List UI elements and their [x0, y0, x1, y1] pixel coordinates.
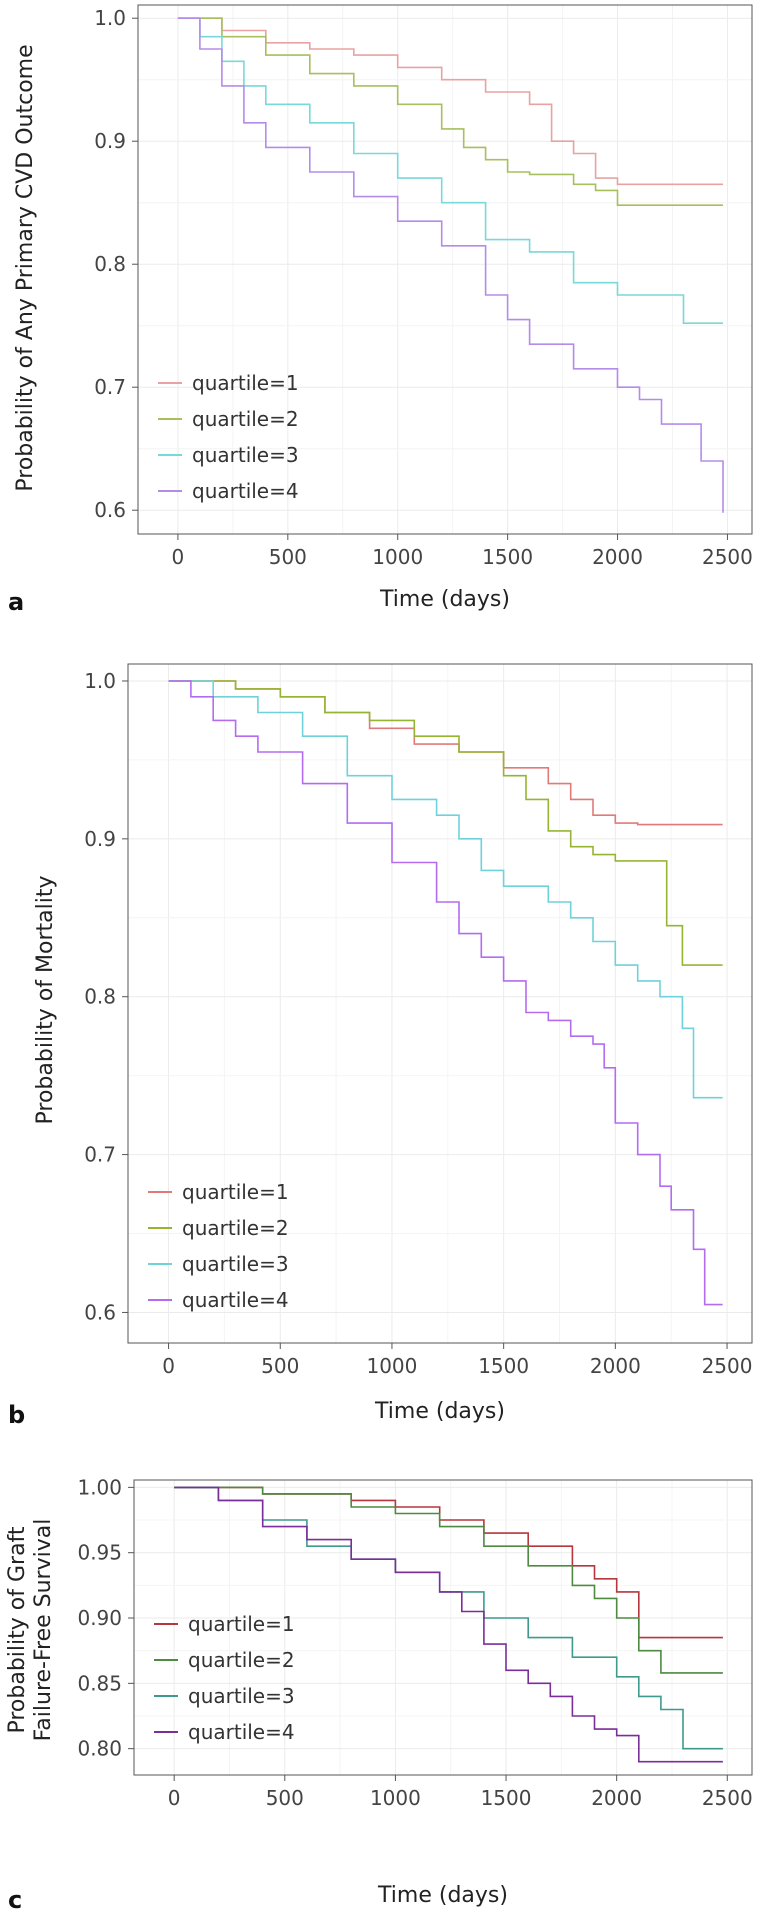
- x-axis-label: Time (days): [374, 1399, 505, 1424]
- y-axis-label-line: Probability of Graft: [5, 1526, 30, 1733]
- legend-label: quartile=3: [192, 443, 299, 467]
- y-axis-label: Probability of Any Primary CVD Outcome: [13, 44, 38, 491]
- legend-label: quartile=2: [182, 1216, 289, 1240]
- series-line-quartile-4: [168, 680, 723, 1306]
- x-axis-label: Time (days): [379, 587, 510, 612]
- x-tick-label: 1000: [370, 1786, 421, 1810]
- x-tick-label: 2500: [702, 545, 753, 569]
- x-tick-label: 2000: [591, 1786, 642, 1810]
- y-tick-label: 1.0: [84, 669, 116, 693]
- series-line-quartile-2: [177, 17, 723, 206]
- x-tick-label: 0: [162, 1354, 175, 1378]
- y-tick-label: 0.8: [84, 985, 116, 1009]
- x-tick-label: 500: [269, 545, 307, 569]
- series-line-quartile-2: [174, 1486, 723, 1674]
- legend-label: quartile=2: [192, 407, 299, 431]
- series-line-quartile-4: [177, 17, 724, 513]
- x-tick-label: 2000: [592, 545, 643, 569]
- chart-panel-c: 0 500 1000 1500 2000 2500 0.80 0.85 0.90 0.95 1.00…: [5, 1475, 753, 1914]
- legend-label: quartile=4: [192, 479, 299, 503]
- y-tick-label: 0.8: [94, 252, 126, 276]
- chart-panel-a: 0 500 1000 1500 2000 2500 0.6 0.7 0.8 0.9 1.0 Time …: [8, 4, 753, 616]
- x-tick-label: 500: [266, 1786, 304, 1810]
- y-axis-label: Probability of Mortality: [33, 876, 58, 1125]
- x-tick-label: 0: [168, 1786, 181, 1810]
- series-line-quartile-4: [174, 1486, 723, 1763]
- plot-background: [128, 664, 752, 1343]
- plot-background: [138, 5, 752, 534]
- x-tick-label: 2500: [702, 1354, 753, 1378]
- x-tick-label: 2500: [702, 1786, 753, 1810]
- y-axis-label-line: Failure-Free Survival: [31, 1519, 56, 1742]
- x-tick-label: 1000: [372, 545, 423, 569]
- y-tick-label: 0.6: [84, 1300, 116, 1324]
- y-tick-label: 0.80: [77, 1737, 122, 1761]
- series-line-quartile-2: [168, 680, 723, 966]
- legend-label: quartile=1: [188, 1612, 295, 1636]
- chart-panel-b: 0 500 1000 1500 2000 2500 0.6 0.7 0.8 0.9 1.0 Time …: [8, 663, 753, 1429]
- y-tick-label: 0.6: [94, 498, 126, 522]
- panel-letter: a: [8, 588, 24, 616]
- legend-label: quartile=4: [182, 1288, 289, 1312]
- plot-background: [134, 1480, 752, 1775]
- x-axis-label: Time (days): [377, 1883, 508, 1908]
- y-tick-label: 0.9: [84, 827, 116, 851]
- legend-label: quartile=2: [188, 1648, 295, 1672]
- y-axis-label: Probability of GraftFailure-Free Surviva…: [5, 1519, 56, 1742]
- legend-label: quartile=3: [188, 1684, 295, 1708]
- plot-border: [133, 1479, 753, 1776]
- x-tick-label: 2000: [590, 1354, 641, 1378]
- panel-letter: b: [8, 1401, 25, 1429]
- legend-label: quartile=1: [192, 371, 299, 395]
- plot-border: [127, 663, 753, 1344]
- y-tick-label: 0.7: [84, 1143, 116, 1167]
- legend-label: quartile=4: [188, 1720, 295, 1744]
- plot-border: [137, 4, 753, 535]
- y-tick-label: 0.95: [77, 1541, 122, 1565]
- x-tick-label: 1500: [481, 1786, 532, 1810]
- x-tick-label: 1500: [482, 545, 533, 569]
- x-tick-label: 500: [261, 1354, 299, 1378]
- panel-letter: c: [8, 1886, 22, 1914]
- legend-label: quartile=3: [182, 1252, 289, 1276]
- y-tick-label: 0.9: [94, 129, 126, 153]
- x-tick-label: 1500: [478, 1354, 529, 1378]
- y-tick-label: 1.00: [77, 1475, 122, 1499]
- legend-label: quartile=1: [182, 1180, 289, 1204]
- series-line-quartile-3: [168, 680, 723, 1099]
- y-tick-label: 0.85: [77, 1671, 122, 1695]
- series-line-quartile-1: [177, 17, 723, 186]
- y-tick-label: 0.90: [77, 1606, 122, 1630]
- x-tick-label: 0: [172, 545, 185, 569]
- series-line-quartile-3: [174, 1486, 723, 1750]
- y-tick-label: 1.0: [94, 6, 126, 30]
- series-line-quartile-3: [177, 17, 723, 324]
- x-tick-label: 1000: [366, 1354, 417, 1378]
- y-tick-label: 0.7: [94, 375, 126, 399]
